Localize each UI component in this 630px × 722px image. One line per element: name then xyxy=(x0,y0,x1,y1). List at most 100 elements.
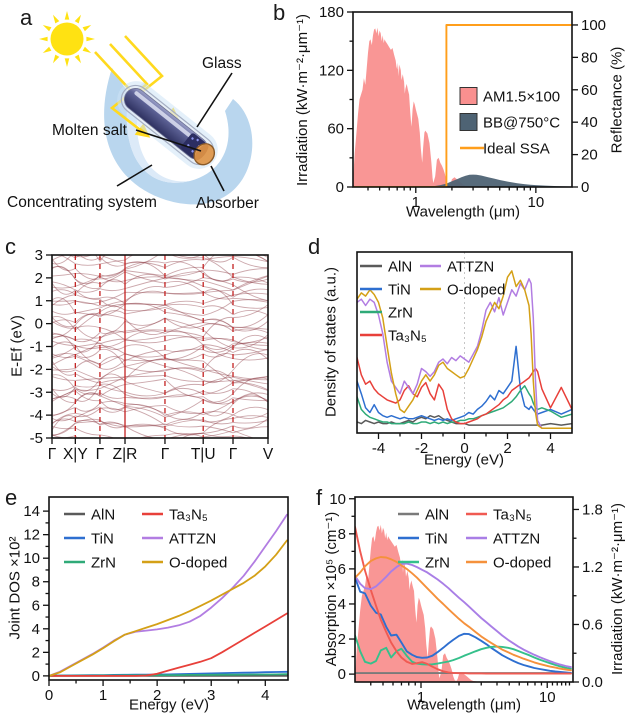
chart-f-y2-axis-label: Irradiation (kW·m⁻²·μm⁻¹) xyxy=(609,503,626,675)
receiver-tube xyxy=(117,81,218,169)
tick-label: 4 xyxy=(261,687,269,704)
panel-letter-f: f xyxy=(316,485,323,510)
dish-highlight-shape xyxy=(126,80,190,183)
series-TiN xyxy=(355,576,572,674)
tick-label: 20 xyxy=(581,147,598,164)
legend-label: TiN xyxy=(388,282,411,299)
series-O-doped xyxy=(355,556,572,672)
legend-label: O-doped xyxy=(169,555,227,572)
area-BB@750°C xyxy=(425,174,572,187)
legend-item: AlN xyxy=(64,507,115,524)
series-TiN xyxy=(357,345,572,422)
tick-label: Γ xyxy=(96,446,105,463)
chart-f-x-axis-label: Wavelength (μm) xyxy=(407,696,521,714)
legend: AM1.5×100 BB@750°C Ideal SSA xyxy=(459,87,560,158)
sun-ray-triangle xyxy=(42,25,52,32)
tick-label: 8 xyxy=(338,526,346,543)
legend-item: TiN xyxy=(360,282,411,299)
series-Ideal SSA xyxy=(353,24,572,187)
tick-label: 60 xyxy=(581,82,598,99)
salt-dot xyxy=(191,150,194,153)
legend-label: ZrN xyxy=(425,555,450,572)
chart-b-x-axis-label: Wavelength (μm) xyxy=(406,203,520,221)
legend-item: AlN xyxy=(360,259,412,276)
tick-label: 100 xyxy=(581,17,606,34)
legend-label: ZrN xyxy=(91,555,116,572)
legend-label: O-doped xyxy=(493,555,551,572)
sun-ray-triangle xyxy=(42,46,52,53)
legend-item: O-doped xyxy=(142,555,227,572)
salt-dot xyxy=(191,137,194,140)
tick-label: 10 xyxy=(539,689,556,706)
sun-icon xyxy=(39,11,95,67)
tick-label: -4 xyxy=(372,440,385,457)
legend: AlN TiN ZrN Ta₃N₅ ATTZN O-doped xyxy=(64,507,227,572)
plot-area xyxy=(355,524,572,682)
sun-ray-triangle xyxy=(82,46,92,53)
legend-label: ZrN xyxy=(388,305,413,322)
tick-label: 12 xyxy=(23,527,40,544)
chart-d-density-of-states: -4 -2 0 2 4 AlN TiN ZrN Ta₃N₅ ATTZN O-doped xyxy=(300,230,630,480)
legend-item: ATTZN xyxy=(420,259,494,276)
tick-label: 4 xyxy=(338,596,346,613)
plot-frame xyxy=(354,496,574,683)
legend-item: ATTZN xyxy=(466,531,540,548)
chart-d-svg: -4 -2 0 2 4 AlN TiN ZrN Ta₃N₅ ATTZN O-doped xyxy=(356,251,573,457)
plot-area xyxy=(49,513,288,677)
legend-item: AlN xyxy=(398,507,449,524)
legend-swatch-box xyxy=(459,113,478,131)
legend-item: Ideal SSA xyxy=(460,141,550,158)
series-ATTZN xyxy=(355,562,572,669)
plot-area xyxy=(357,252,572,433)
legend-item: ZrN xyxy=(398,555,450,572)
sun-core xyxy=(50,22,84,56)
legend-item: BB@750°C xyxy=(459,113,560,132)
legend-label: AlN xyxy=(91,507,115,524)
absorber-shade xyxy=(194,143,209,161)
chart-e-y-axis-label: Joint DOS ×10² xyxy=(6,536,24,640)
series-ATTZN xyxy=(357,278,572,430)
sun-ray-triangle xyxy=(53,54,60,64)
series-Ta₃N₅ xyxy=(49,612,288,677)
legend-item: TiN xyxy=(64,531,114,548)
axis-ticks xyxy=(347,11,578,193)
tick-label: 40 xyxy=(581,114,598,131)
legend-label: O-doped xyxy=(447,282,505,299)
axis-ticks xyxy=(43,510,266,686)
legend-label: ATTZN xyxy=(169,531,216,548)
legend-item: Ta₃N₅ xyxy=(142,507,208,524)
molten-salt-leader-line xyxy=(135,129,202,152)
tick-label: 80 xyxy=(581,49,598,66)
axis-ticks xyxy=(377,433,552,439)
axis-ticks xyxy=(46,254,269,444)
legend: AlN TiN ZrN Ta₃N₅ ATTZN O-doped xyxy=(398,507,551,572)
axis-ticks xyxy=(349,498,579,688)
series-Ta₃N₅ xyxy=(357,356,572,425)
tick-label: 2 xyxy=(153,687,161,704)
legend-label: TiN xyxy=(91,531,114,548)
sun-ray-triangle xyxy=(39,36,48,42)
tick-label: 0.6 xyxy=(582,616,603,633)
chart-d-y-axis-label: Density of states (a.u.) xyxy=(322,266,340,418)
panel-letter-b: b xyxy=(273,0,286,25)
tick-label: -5 xyxy=(30,430,43,447)
chart-d-x-axis-label: Energy (eV) xyxy=(423,451,505,469)
salt-dot xyxy=(196,138,199,142)
series-ZrN xyxy=(355,634,572,670)
tick-label: 120 xyxy=(319,62,344,79)
concentrator-leader-line xyxy=(116,164,153,187)
tick-label: 1 xyxy=(35,293,43,310)
glass-label: Glass xyxy=(202,55,242,72)
dish-outer-shape xyxy=(104,68,253,205)
absorber-label: Absorber xyxy=(196,195,259,212)
tick-label: 10 xyxy=(23,550,40,567)
legend: AlN TiN ZrN Ta₃N₅ ATTZN O-doped xyxy=(360,259,505,345)
concentrating-system-label: Concentrating system xyxy=(7,194,157,211)
plot-frame xyxy=(48,496,289,681)
glass-leader-line xyxy=(196,72,233,128)
tick-label: V xyxy=(263,446,274,463)
tick-label: 0 xyxy=(45,687,53,704)
tick-label: 0 xyxy=(336,179,344,196)
sun-ray-triangle xyxy=(82,25,92,32)
